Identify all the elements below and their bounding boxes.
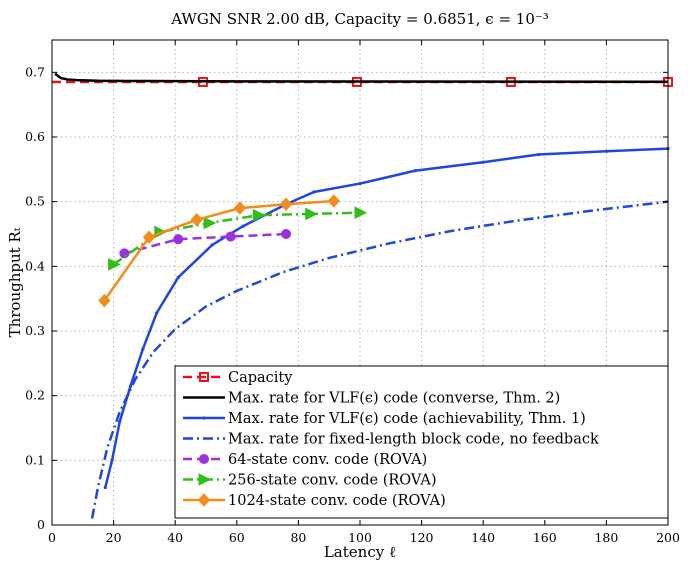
data-point [241, 224, 245, 228]
y-tick-label: 0.1 [25, 452, 45, 467]
data-point [128, 384, 133, 388]
y-tick-label: 0 [37, 517, 45, 532]
data-point [327, 194, 340, 208]
y-tick-label: 0.7 [25, 64, 45, 79]
data-point [203, 216, 217, 230]
x-tick-label: 180 [594, 530, 618, 545]
legend-label: Capacity [228, 370, 293, 386]
data-point [176, 275, 180, 279]
legend-item: Capacity [183, 370, 293, 386]
series-5 [119, 229, 292, 259]
legend-item: 64-state conv. code (ROVA) [183, 452, 427, 468]
data-point [108, 258, 121, 271]
data-point [233, 201, 247, 215]
y-axis-label: Throughput Rₜ [6, 227, 24, 337]
data-point [142, 230, 156, 244]
legend-item: Max. rate for VLF(ϵ) code (converse, Thm… [183, 391, 560, 407]
legend-label: Max. rate for fixed-length block code, n… [228, 432, 599, 448]
x-tick-label: 140 [471, 530, 495, 545]
data-point [481, 160, 485, 164]
series-7 [98, 194, 340, 308]
data-point [118, 419, 122, 424]
legend: Capacity Max. rate for VLF(ϵ) code (conve… [174, 365, 669, 519]
x-tick-label: 0 [48, 530, 56, 545]
legend-item: 256-state conv. code (ROVA) [183, 473, 437, 489]
legend-box [174, 365, 669, 519]
x-tick-label: 80 [290, 530, 306, 545]
data-point [103, 485, 107, 490]
axis-ticks: 0 20 40 60 80 100 120 140 160 180 200 0 0.1 0.2 0.3 0.4… [25, 40, 680, 545]
data-point [281, 229, 292, 239]
data-point [155, 311, 159, 315]
data-point [604, 149, 609, 153]
data-point [413, 169, 418, 173]
legend-marker [197, 493, 211, 507]
series-2 [54, 72, 669, 83]
legend-label: 1024-state conv. code (ROVA) [228, 493, 446, 509]
data-point [312, 190, 316, 194]
series-4 [90, 200, 669, 519]
data-point [173, 234, 184, 245]
data-point [358, 181, 362, 186]
y-tick-label: 0.6 [25, 129, 45, 144]
chart-title: AWGN SNR 2.00 dB, Capacity = 0.6851, ϵ =… [170, 10, 549, 28]
x-tick-label: 120 [410, 530, 434, 545]
series-line [54, 72, 669, 83]
data-point [141, 347, 145, 351]
data-point [210, 243, 214, 247]
x-tick-label: 160 [533, 530, 557, 545]
data-point [305, 207, 318, 221]
legend-label: 64-state conv. code (ROVA) [228, 452, 427, 468]
x-tick-label: 60 [229, 530, 245, 545]
y-tick-label: 0.2 [25, 388, 45, 403]
x-axis-label: Latency ℓ [324, 543, 396, 561]
data-point [537, 152, 541, 157]
legend-label: 256-state conv. code (ROVA) [228, 473, 437, 489]
legend-label: Max. rate for VLF(ϵ) code (converse, Thm… [228, 391, 560, 407]
x-tick-label: 100 [348, 530, 372, 545]
series-line [90, 200, 669, 519]
data-point [119, 248, 130, 259]
data-point [279, 197, 293, 211]
data-point [225, 231, 236, 242]
legend-label: Max. rate for VLF(ϵ) code (achievability… [228, 411, 586, 427]
data-point [110, 458, 114, 462]
data-point [190, 213, 203, 227]
legend-item: 1024-state conv. code (ROVA) [183, 493, 446, 509]
x-tick-label: 40 [167, 530, 183, 545]
data-point [252, 208, 266, 222]
plot-area [52, 72, 673, 519]
x-tick-label: 200 [656, 530, 680, 545]
legend-item: Max. rate for fixed-length block code, n… [183, 432, 599, 448]
y-tick-label: 0.4 [25, 258, 45, 273]
legend-marker [198, 473, 212, 486]
legend-item: Max. rate for VLF(ϵ) code (achievability… [183, 411, 586, 427]
data-point [354, 206, 368, 219]
y-tick-label: 0.5 [25, 194, 45, 209]
x-tick-label: 20 [106, 530, 122, 545]
y-tick-label: 0.3 [25, 323, 45, 338]
legend-marker [199, 454, 209, 464]
legend-marker [202, 416, 206, 420]
legend-marker [199, 372, 209, 382]
series-line [103, 199, 334, 302]
data-point [98, 293, 111, 308]
